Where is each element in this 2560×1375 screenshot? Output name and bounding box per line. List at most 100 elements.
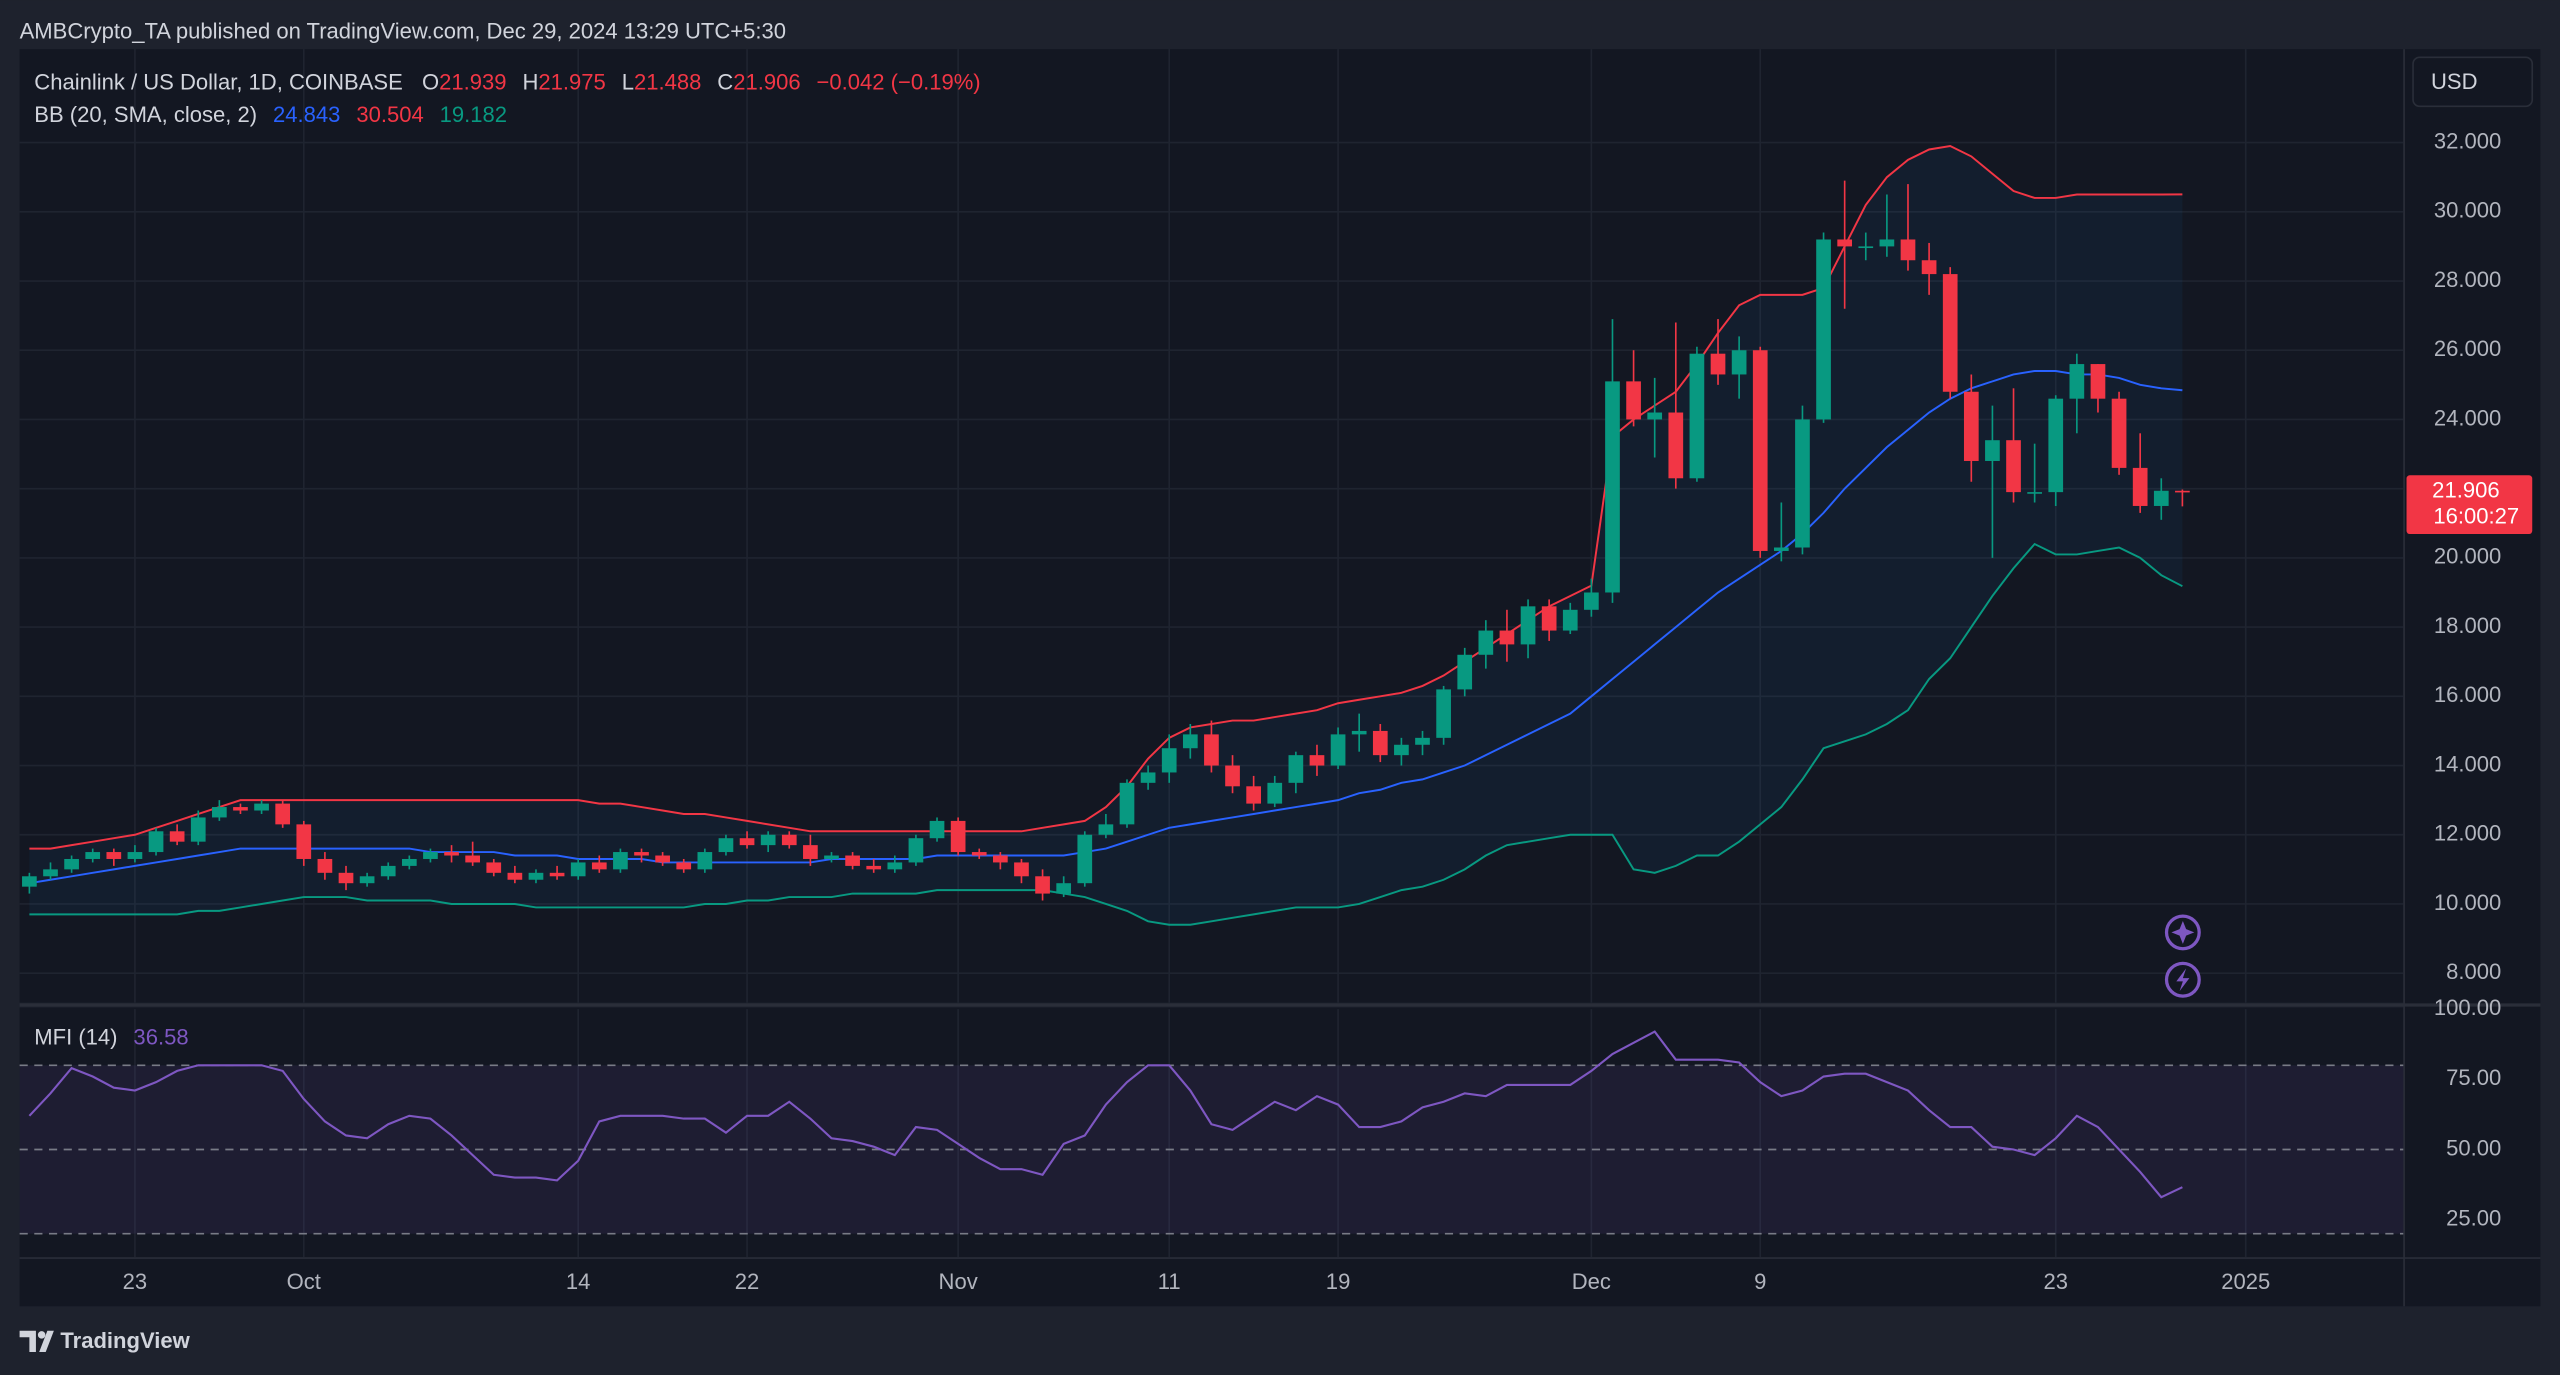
candle-body [423,852,438,859]
candle-body [1351,730,1367,735]
candle-body [971,852,987,856]
bb-fill [29,146,2183,925]
candle-body [1457,654,1473,690]
candle-body [1520,606,1536,645]
candle-body [1204,734,1219,766]
candle-body [317,858,333,873]
price-scale [2403,49,2541,1307]
candle-body [338,872,354,884]
y-tick-label: 8.000 [2446,959,2501,984]
indicator-pane [19,1007,2404,1258]
ohlc-value: 21.975 [538,69,605,94]
candle-body [1837,239,1853,247]
ohlc-value: 21.939 [439,69,506,94]
candle-body [2069,364,2085,399]
candle-body [359,876,375,884]
grid [19,49,2404,1258]
candles [22,180,2190,901]
candle-body [2006,440,2021,493]
side-icons[interactable] [2164,914,2201,998]
logo-mark [19,1330,54,1352]
candle-body [465,855,480,863]
ohlc-label: H [522,69,538,94]
candle-body [676,862,692,870]
currency-button[interactable] [2412,56,2534,108]
candle-body [950,820,966,853]
footer-brand: TradingView [60,1328,190,1353]
candle-body [824,855,839,859]
candle-body [64,858,79,870]
candle-body [2153,490,2169,506]
candle-body [866,865,882,870]
candle-body [570,862,586,877]
candle-body [1478,630,1494,655]
candle-body [613,852,628,870]
countdown: 16:00:27 [2433,504,2519,529]
candle-body [591,862,607,870]
ohlc-label: O [422,69,439,94]
legend-ohlc: Chainlink / US Dollar, 1D, COINBASE O21.… [34,69,980,94]
candle-body [1330,734,1346,766]
candle-body [2048,398,2064,493]
ohlc-label: C [717,69,733,94]
candle-body [148,831,164,853]
x-tick-label: Nov [939,1269,978,1294]
bb-value: 24.843 [273,102,340,127]
y-tick-label: 30.000 [2434,198,2501,223]
candle-body [1182,734,1198,749]
candle-body [908,838,924,863]
candle-body [1752,350,1768,551]
candle-body [401,858,417,866]
candle-body [127,852,143,859]
mfi-tick-label: 75.00 [2446,1065,2501,1090]
candle-body [1077,834,1093,884]
footer-logo [19,1330,54,1352]
candle-body [781,834,797,846]
x-tick-label: Oct [287,1269,321,1294]
y-tick-label: 26.000 [2434,336,2501,361]
candle-body [275,803,291,825]
candle-body [106,852,122,859]
candle-body [1605,381,1620,593]
candle-body [528,872,544,880]
currency[interactable]: USD [2431,69,2478,94]
candle-body [1942,274,1958,392]
candle-body [1562,609,1578,631]
bb-line [29,370,2183,885]
candle-body [1816,239,1831,420]
candle-body [1288,755,1304,783]
icon-glyph [2176,968,2190,992]
candle-body [1119,782,1135,825]
legend-bb: BB (20, SMA, close, 2) 24.843 30.504 19.… [34,102,507,127]
logo-dot [37,1331,46,1339]
candle-body [1394,744,1409,756]
y-tick-label: 18.000 [2434,613,2501,638]
x-tick-label: 23 [2043,1269,2068,1294]
candle-body [1921,260,1937,275]
y-tick-label: 16.000 [2434,682,2501,707]
candle-body [444,852,459,856]
y-tick-label: 28.000 [2434,267,2501,292]
candle-body [2132,467,2148,506]
candle-body [507,872,523,880]
candle-body [1499,630,1515,645]
y-tick-label: 14.000 [2434,751,2501,776]
candle-body [1731,350,1747,375]
y-tick-label: 20.000 [2434,544,2501,569]
x-tick-label: Dec [1572,1269,1611,1294]
x-tick-label: 9 [1754,1269,1766,1294]
candle-body [1267,782,1283,804]
candle-body [1225,765,1240,787]
mfi [19,1030,2404,1235]
candle-body [1372,730,1388,756]
candle-body [634,852,649,856]
candle-body [1900,239,1916,261]
y-tick-label: 10.000 [2434,890,2501,915]
candle-body [1098,824,1114,835]
candle-body [1161,748,1177,773]
candle-body [1985,440,2000,461]
candle-body [655,855,670,863]
change: −0.042 (−0.19%) [817,69,981,94]
y-tick-label: 32.000 [2434,128,2501,153]
